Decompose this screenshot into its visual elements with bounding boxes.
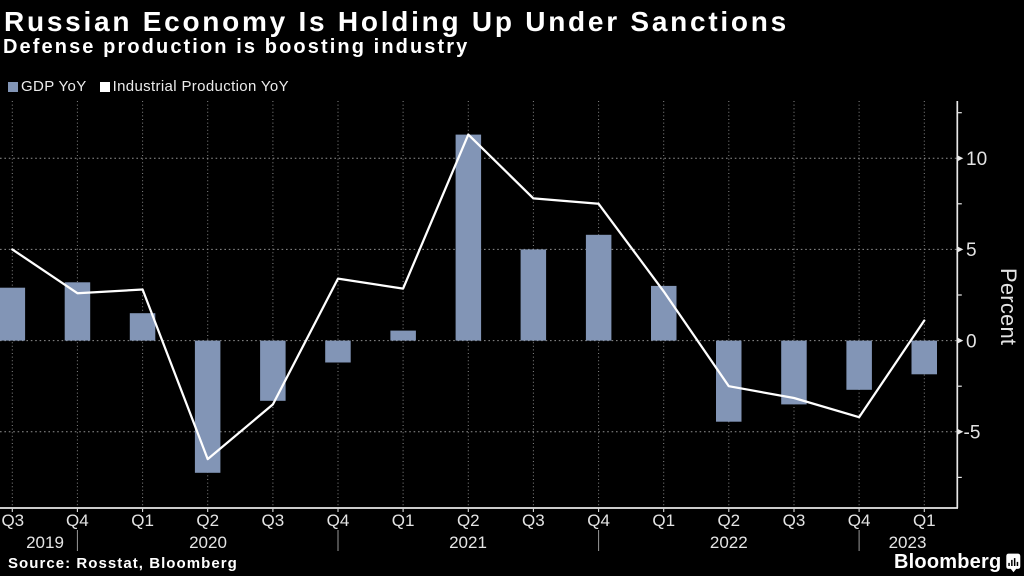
svg-text:Q4: Q4 [327, 511, 350, 530]
svg-text:-5: -5 [964, 423, 981, 444]
svg-text:Q1: Q1 [392, 511, 415, 530]
svg-text:0: 0 [966, 331, 977, 352]
svg-text:Q1: Q1 [652, 511, 675, 530]
svg-text:Q3: Q3 [262, 511, 285, 530]
svg-text:Q2: Q2 [196, 511, 219, 530]
svg-text:5: 5 [966, 240, 977, 261]
svg-text:Q1: Q1 [913, 511, 936, 530]
svg-text:Q3: Q3 [783, 511, 806, 530]
svg-text:Q4: Q4 [66, 511, 89, 530]
svg-text:Q3: Q3 [522, 511, 545, 530]
svg-text:2023: 2023 [889, 533, 927, 552]
svg-text:Q4: Q4 [848, 511, 871, 530]
svg-text:2021: 2021 [449, 533, 487, 552]
svg-text:Q1: Q1 [131, 511, 154, 530]
svg-text:Percent: Percent [996, 268, 1021, 345]
svg-text:Q3: Q3 [1, 511, 24, 530]
svg-text:Q4: Q4 [587, 511, 610, 530]
svg-text:2022: 2022 [710, 533, 748, 552]
svg-text:10: 10 [966, 149, 987, 170]
svg-text:Q2: Q2 [457, 511, 480, 530]
svg-text:Q2: Q2 [717, 511, 740, 530]
svg-text:2019: 2019 [26, 533, 64, 552]
svg-text:2020: 2020 [189, 533, 227, 552]
